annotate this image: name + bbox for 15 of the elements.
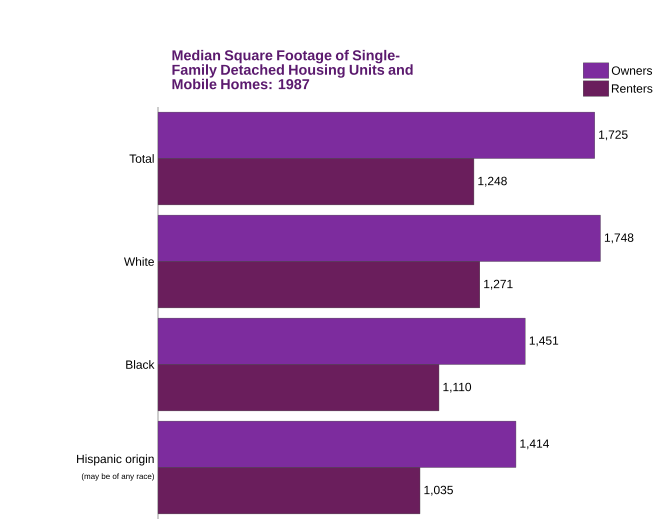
y-tick-label: Black: [126, 360, 154, 369]
data-label: 1,414: [520, 439, 550, 450]
data-label: 1,748: [604, 233, 634, 244]
data-label: 1,035: [424, 486, 453, 496]
chart-title: Median Square Footage of Single-Family Detached Housing Units and Mobile Homes: 1987: [172, 50, 413, 90]
data-label: 1,110: [443, 382, 472, 393]
legend-label: Owners: [612, 66, 652, 75]
data-label: 1,451: [530, 336, 558, 346]
legend-label: Renters: [612, 84, 652, 93]
y-tick-label: Total: [129, 154, 154, 163]
y-tick-label: White: [124, 257, 154, 266]
data-label: 1,248: [478, 176, 507, 187]
data-label: 1,271: [484, 280, 513, 290]
y-tick-label: Hispanic origin: [77, 454, 154, 466]
data-label: 1,725: [599, 130, 628, 140]
